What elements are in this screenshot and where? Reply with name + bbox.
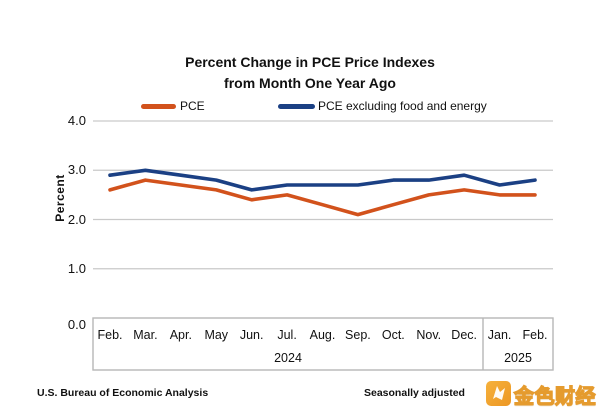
y-tick-label-4.0: 4.0 bbox=[67, 113, 86, 128]
chart-title: Percent Change in PCE Price Indexes from… bbox=[10, 52, 600, 94]
watermark-text: 金色财经 bbox=[513, 385, 596, 408]
pce-legend-swatch bbox=[141, 104, 176, 109]
month-tick-label: Feb. bbox=[97, 328, 123, 342]
month-tick-label: Apr. bbox=[169, 328, 192, 342]
core-pce-legend-label: PCE excluding food and energy bbox=[318, 99, 487, 113]
core-pce-series-line bbox=[108, 168, 537, 192]
jinse-finance-watermark: 金色财经 bbox=[486, 379, 598, 409]
core-pce-legend-swatch bbox=[278, 104, 315, 109]
y-tick-label-2.0: 2.0 bbox=[67, 211, 86, 227]
month-tick-label: Oct. bbox=[381, 328, 405, 342]
year-label-2025: 2025 bbox=[504, 351, 532, 365]
golden-coin-icon-glyph bbox=[493, 386, 505, 400]
seasonal-adjustment-note: Seasonally adjusted bbox=[364, 387, 465, 399]
month-tick-label: Jun. bbox=[239, 328, 264, 342]
x-axis-label-box bbox=[92, 317, 554, 371]
month-tick-label: May bbox=[204, 328, 229, 342]
y-tick-label-1.0: 1.0 bbox=[67, 260, 86, 276]
month-tick-label: Feb. bbox=[522, 328, 548, 342]
year-label-2024: 2024 bbox=[274, 351, 302, 365]
y-tick-label-3.0: 3.0 bbox=[67, 162, 86, 178]
source-note: U.S. Bureau of Economic Analysis bbox=[37, 387, 209, 399]
chart-title-line1: Percent Change in PCE Price Indexes bbox=[185, 54, 435, 70]
month-tick-label: Sep. bbox=[345, 328, 371, 342]
month-tick-label: Mar. bbox=[133, 328, 158, 342]
month-tick-label: Jan. bbox=[487, 328, 512, 342]
chart-title-line2: from Month One Year Ago bbox=[224, 75, 396, 91]
month-tick-label: Aug. bbox=[309, 328, 336, 342]
pce-legend-label: PCE bbox=[180, 99, 205, 113]
pce-series-line bbox=[108, 178, 537, 217]
month-tick-label: Jul. bbox=[277, 328, 297, 342]
golden-coin-icon bbox=[486, 381, 511, 406]
month-tick-label: Nov. bbox=[416, 328, 442, 342]
month-tick-label: Dec. bbox=[451, 328, 477, 342]
y-tick-label-0.0: 0.0 bbox=[67, 317, 86, 332]
